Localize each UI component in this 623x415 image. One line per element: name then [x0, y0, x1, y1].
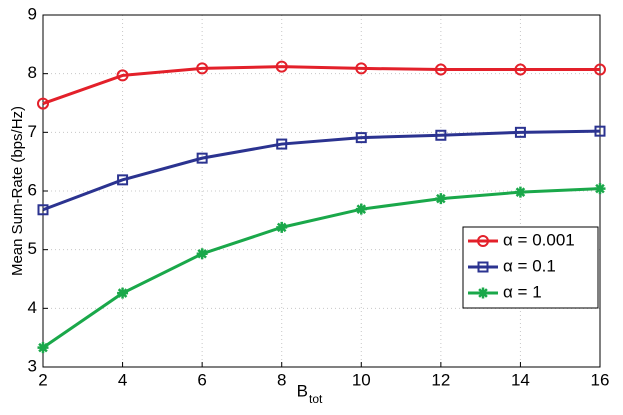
marker — [37, 97, 49, 110]
marker — [117, 287, 129, 299]
y-tick-label: 7 — [28, 122, 37, 141]
x-tick-label: 4 — [118, 370, 127, 389]
x-tick-label: 2 — [38, 370, 47, 389]
x-axis-label: B — [297, 381, 308, 400]
legend-label: α = 0.001 — [503, 230, 575, 249]
series-line — [42, 65, 600, 106]
marker — [196, 248, 208, 260]
marker — [37, 204, 49, 216]
x-tick-label: 12 — [431, 370, 450, 389]
y-tick-label: 8 — [28, 63, 37, 82]
x-tick-label: 8 — [277, 370, 286, 389]
marker — [514, 186, 526, 198]
legend-label: α = 0.1 — [503, 256, 556, 275]
legend-label: α = 1 — [503, 282, 542, 301]
marker — [116, 69, 129, 82]
marker — [275, 60, 288, 73]
x-tick-label: 6 — [197, 370, 206, 389]
marker — [355, 132, 367, 144]
marker — [434, 63, 447, 76]
marker — [355, 203, 367, 215]
marker — [276, 221, 288, 233]
y-axis-label: Mean Sum-Rate (bps/Hz) — [9, 106, 26, 276]
marker — [514, 63, 527, 76]
x-tick-label: 14 — [511, 370, 530, 389]
series-line — [42, 129, 601, 212]
series-line — [42, 187, 601, 349]
y-tick-label: 5 — [28, 239, 37, 258]
marker — [594, 125, 606, 137]
marker — [355, 62, 368, 75]
marker — [477, 261, 489, 273]
marker — [477, 235, 489, 247]
marker — [435, 193, 447, 205]
y-tick-label: 6 — [28, 180, 37, 199]
x-tick-label: 10 — [352, 370, 371, 389]
y-tick-label: 9 — [28, 4, 37, 23]
marker — [196, 152, 208, 164]
marker — [117, 174, 129, 186]
x-axis-label-subscript: tot — [309, 392, 323, 406]
y-tick-label: 4 — [28, 298, 37, 317]
marker — [594, 183, 606, 195]
marker — [196, 62, 209, 75]
legend: α = 0.001 α = 0.1 α = 1 — [462, 226, 599, 309]
marker — [514, 126, 526, 138]
marker — [37, 342, 49, 354]
y-tick-label: 3 — [28, 356, 37, 375]
marker — [435, 129, 447, 141]
x-tick-label: 16 — [591, 370, 610, 389]
marker — [477, 287, 489, 299]
marker — [594, 63, 606, 76]
marker — [276, 138, 288, 150]
